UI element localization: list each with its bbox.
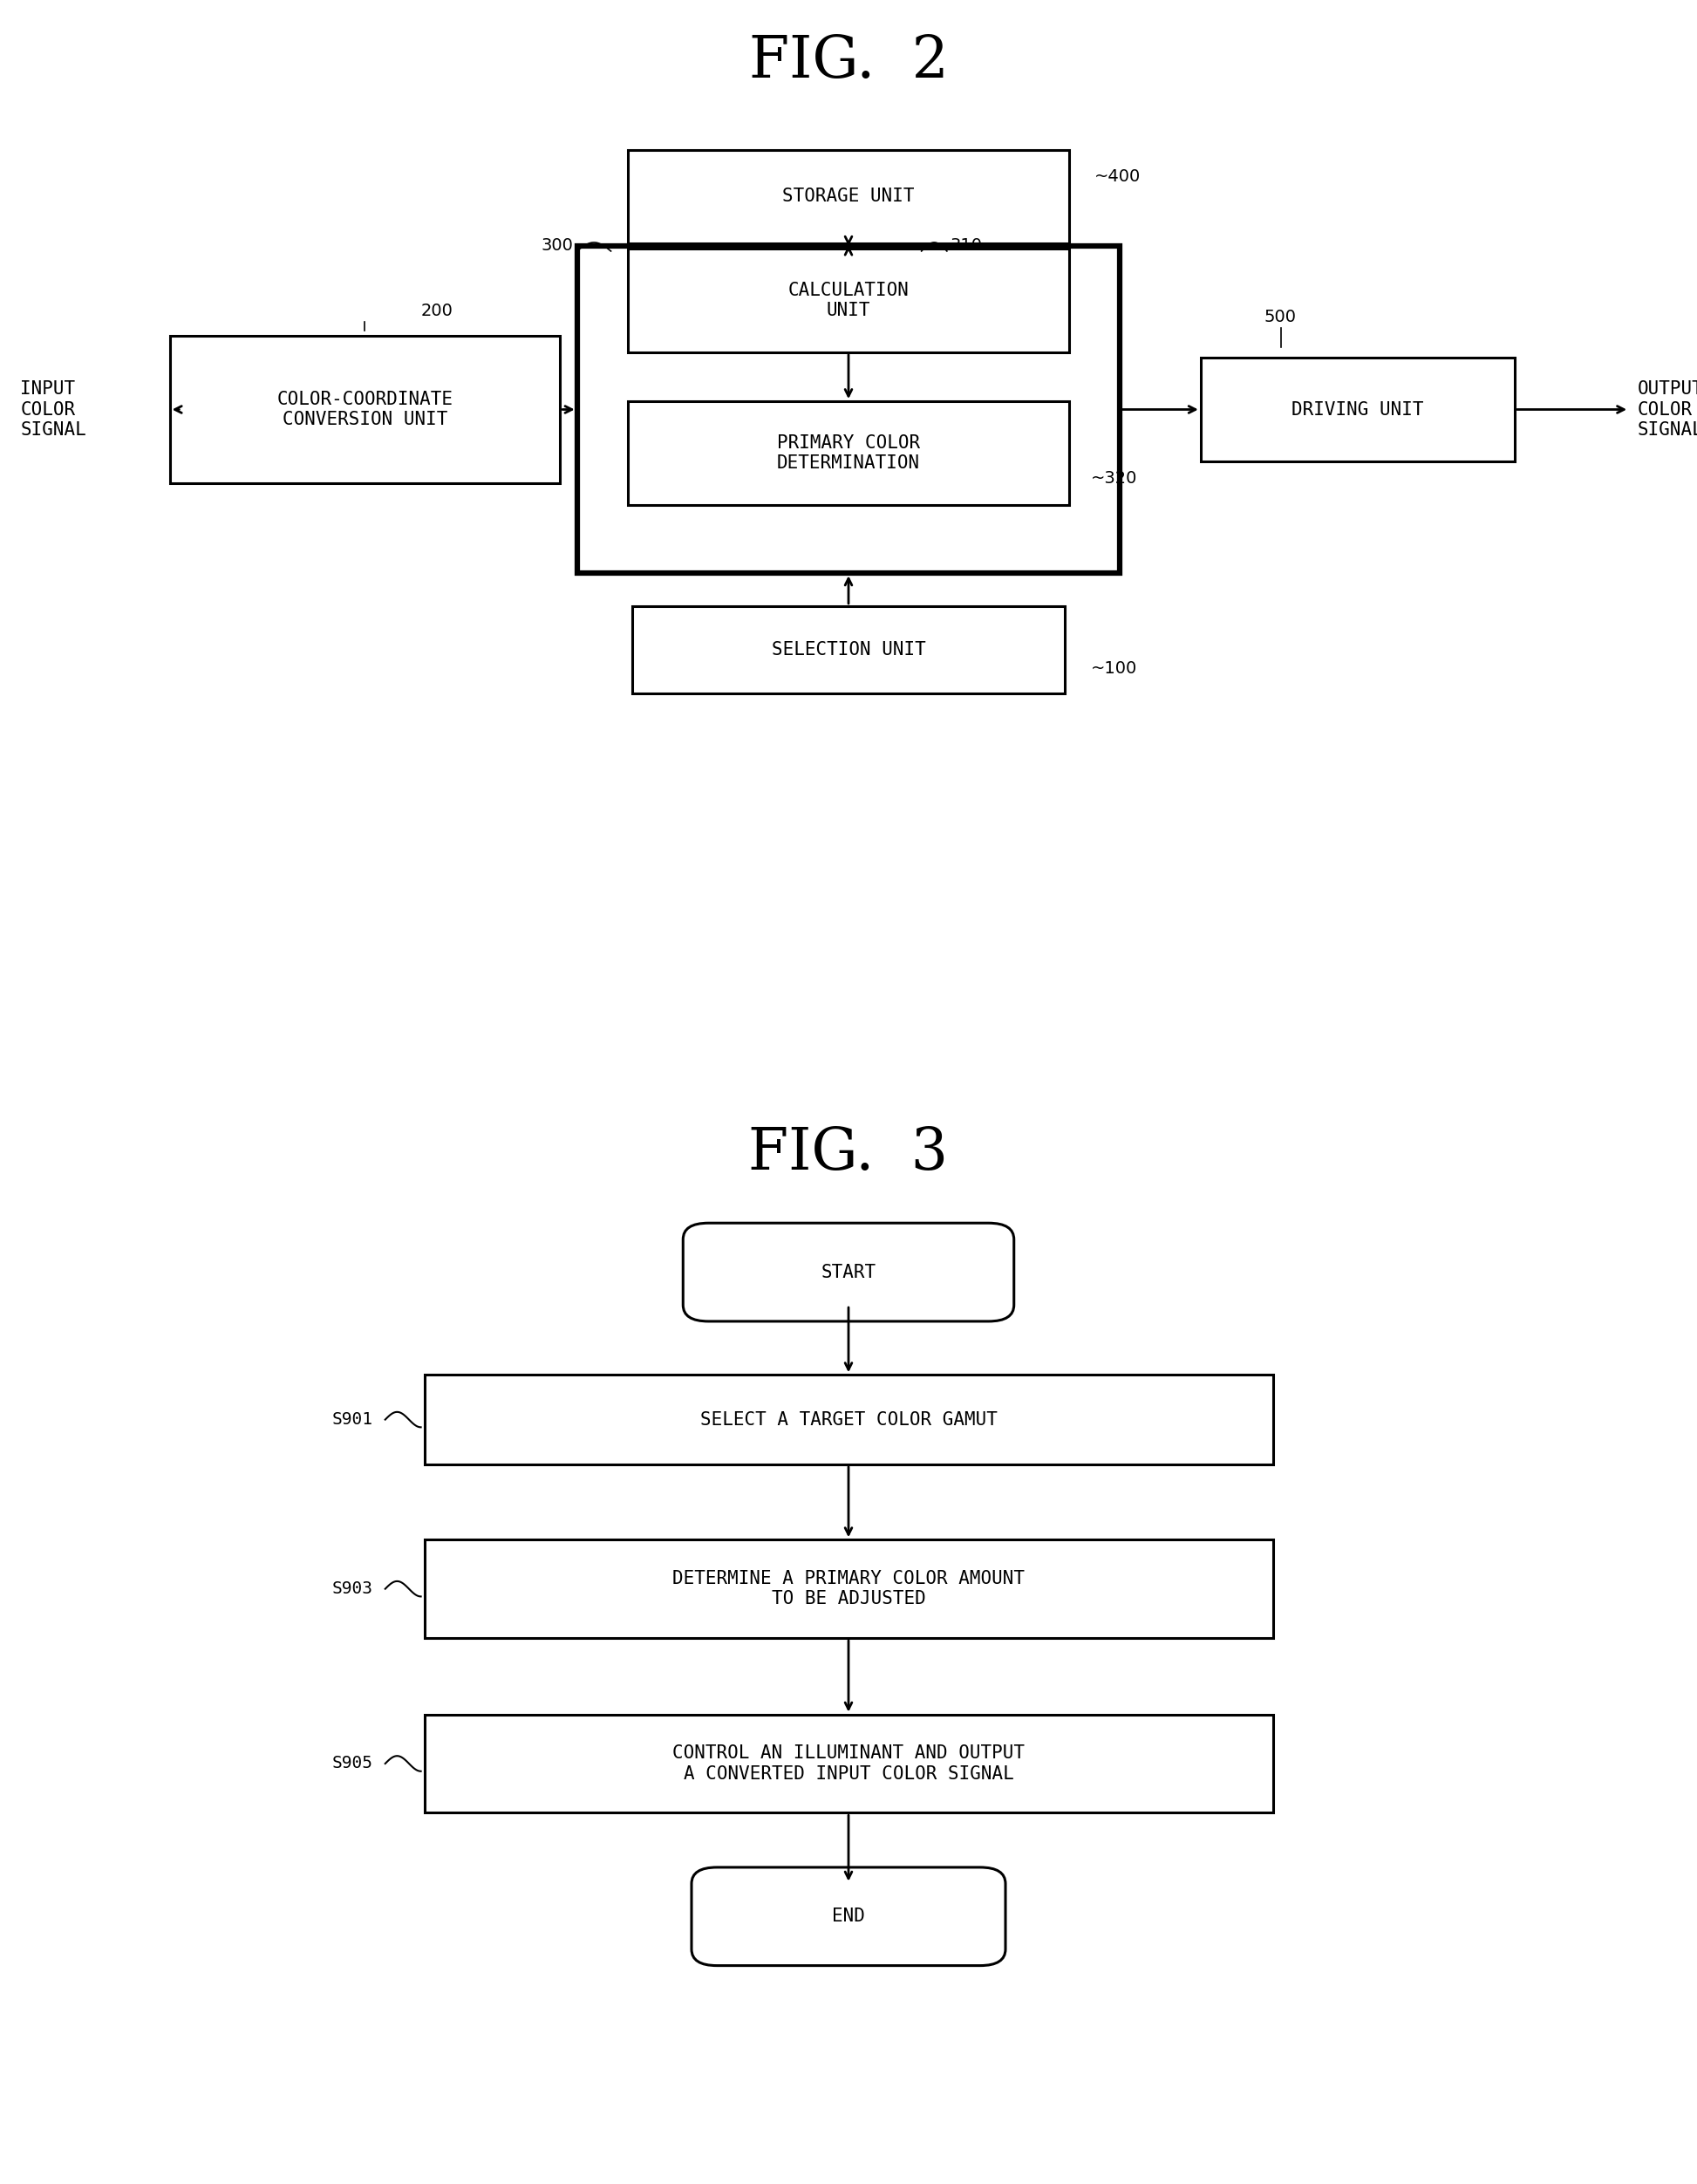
FancyBboxPatch shape <box>628 402 1069 505</box>
Text: DETERMINE A PRIMARY COLOR AMOUNT
TO BE ADJUSTED: DETERMINE A PRIMARY COLOR AMOUNT TO BE A… <box>672 1570 1025 1607</box>
Text: ~100: ~100 <box>1091 660 1137 677</box>
FancyBboxPatch shape <box>692 1867 1005 1966</box>
Text: ~320: ~320 <box>1091 470 1137 487</box>
Text: PRIMARY COLOR
DETERMINATION: PRIMARY COLOR DETERMINATION <box>777 435 920 472</box>
Text: S903: S903 <box>333 1581 373 1597</box>
Text: OUTPUT
COLOR
SIGNAL: OUTPUT COLOR SIGNAL <box>1638 380 1697 439</box>
Text: CONTROL AN ILLUMINANT AND OUTPUT
A CONVERTED INPUT COLOR SIGNAL: CONTROL AN ILLUMINANT AND OUTPUT A CONVE… <box>672 1745 1025 1782</box>
FancyBboxPatch shape <box>577 247 1120 574</box>
Text: DRIVING UNIT: DRIVING UNIT <box>1291 402 1424 417</box>
FancyBboxPatch shape <box>170 336 560 483</box>
Text: INPUT
COLOR
SIGNAL: INPUT COLOR SIGNAL <box>20 380 87 439</box>
Text: 300: 300 <box>541 238 574 253</box>
Text: COLOR-COORDINATE
CONVERSION UNIT: COLOR-COORDINATE CONVERSION UNIT <box>277 391 453 428</box>
FancyBboxPatch shape <box>628 249 1069 352</box>
Text: CALCULATION
UNIT: CALCULATION UNIT <box>787 282 910 319</box>
FancyBboxPatch shape <box>682 1223 1013 1321</box>
Text: FIG.  3: FIG. 3 <box>748 1125 949 1182</box>
FancyBboxPatch shape <box>424 1540 1273 1638</box>
FancyBboxPatch shape <box>424 1376 1273 1465</box>
Text: 200: 200 <box>421 304 453 319</box>
Text: SELECT A TARGET COLOR GAMUT: SELECT A TARGET COLOR GAMUT <box>699 1411 998 1428</box>
FancyBboxPatch shape <box>631 605 1066 695</box>
Text: FIG.  2: FIG. 2 <box>748 33 949 90</box>
Text: START: START <box>821 1265 876 1280</box>
Text: ~400: ~400 <box>1095 168 1140 186</box>
FancyBboxPatch shape <box>1201 358 1515 461</box>
Text: STORAGE UNIT: STORAGE UNIT <box>782 188 915 205</box>
Text: SELECTION UNIT: SELECTION UNIT <box>772 642 925 657</box>
Text: S901: S901 <box>333 1411 373 1428</box>
Text: 500: 500 <box>1264 308 1297 325</box>
Text: END: END <box>832 1909 865 1924</box>
Text: S905: S905 <box>333 1756 373 1771</box>
FancyBboxPatch shape <box>424 1714 1273 1813</box>
Text: 310: 310 <box>950 238 983 253</box>
FancyBboxPatch shape <box>628 151 1069 242</box>
